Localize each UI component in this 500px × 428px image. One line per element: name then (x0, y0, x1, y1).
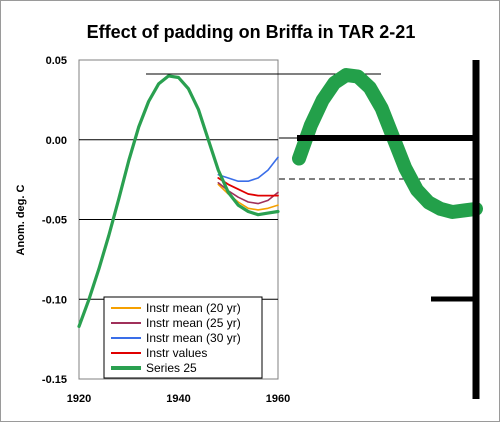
legend-label: Instr values (146, 346, 207, 360)
series-lines (77, 74, 280, 328)
y-tick-label: 0.00 (46, 135, 67, 147)
y-tick-label: -0.15 (42, 374, 67, 386)
chart-title: Effect of padding on Briffa in TAR 2-21 (87, 22, 416, 42)
x-tick-label: 1960 (266, 393, 290, 405)
legend-label: Instr mean (30 yr) (146, 331, 241, 345)
x-tick-label: 1940 (166, 393, 190, 405)
zoom-overlay (146, 60, 483, 399)
legend-label: Series 25 (146, 361, 197, 375)
y-axis-ticks: 0.05 0.00 -0.05 -0.10 -0.15 (42, 55, 67, 386)
series-line (77, 74, 280, 328)
y-axis-label: Anom. deg. C (15, 185, 27, 256)
zoomed-series-25 (292, 68, 483, 219)
legend-label: Instr mean (20 yr) (146, 301, 241, 315)
series-line (217, 177, 279, 197)
y-tick-label: -0.10 (42, 294, 67, 306)
x-tick-label: 1920 (67, 393, 91, 405)
series-line (217, 156, 279, 182)
legend-label: Instr mean (25 yr) (146, 316, 241, 330)
y-tick-label: -0.05 (42, 215, 67, 227)
y-tick-label: 0.05 (46, 55, 67, 67)
x-axis-ticks: 1920 1940 1960 (67, 393, 290, 405)
legend: Instr mean (20 yr)Instr mean (25 yr)Inst… (103, 296, 263, 379)
